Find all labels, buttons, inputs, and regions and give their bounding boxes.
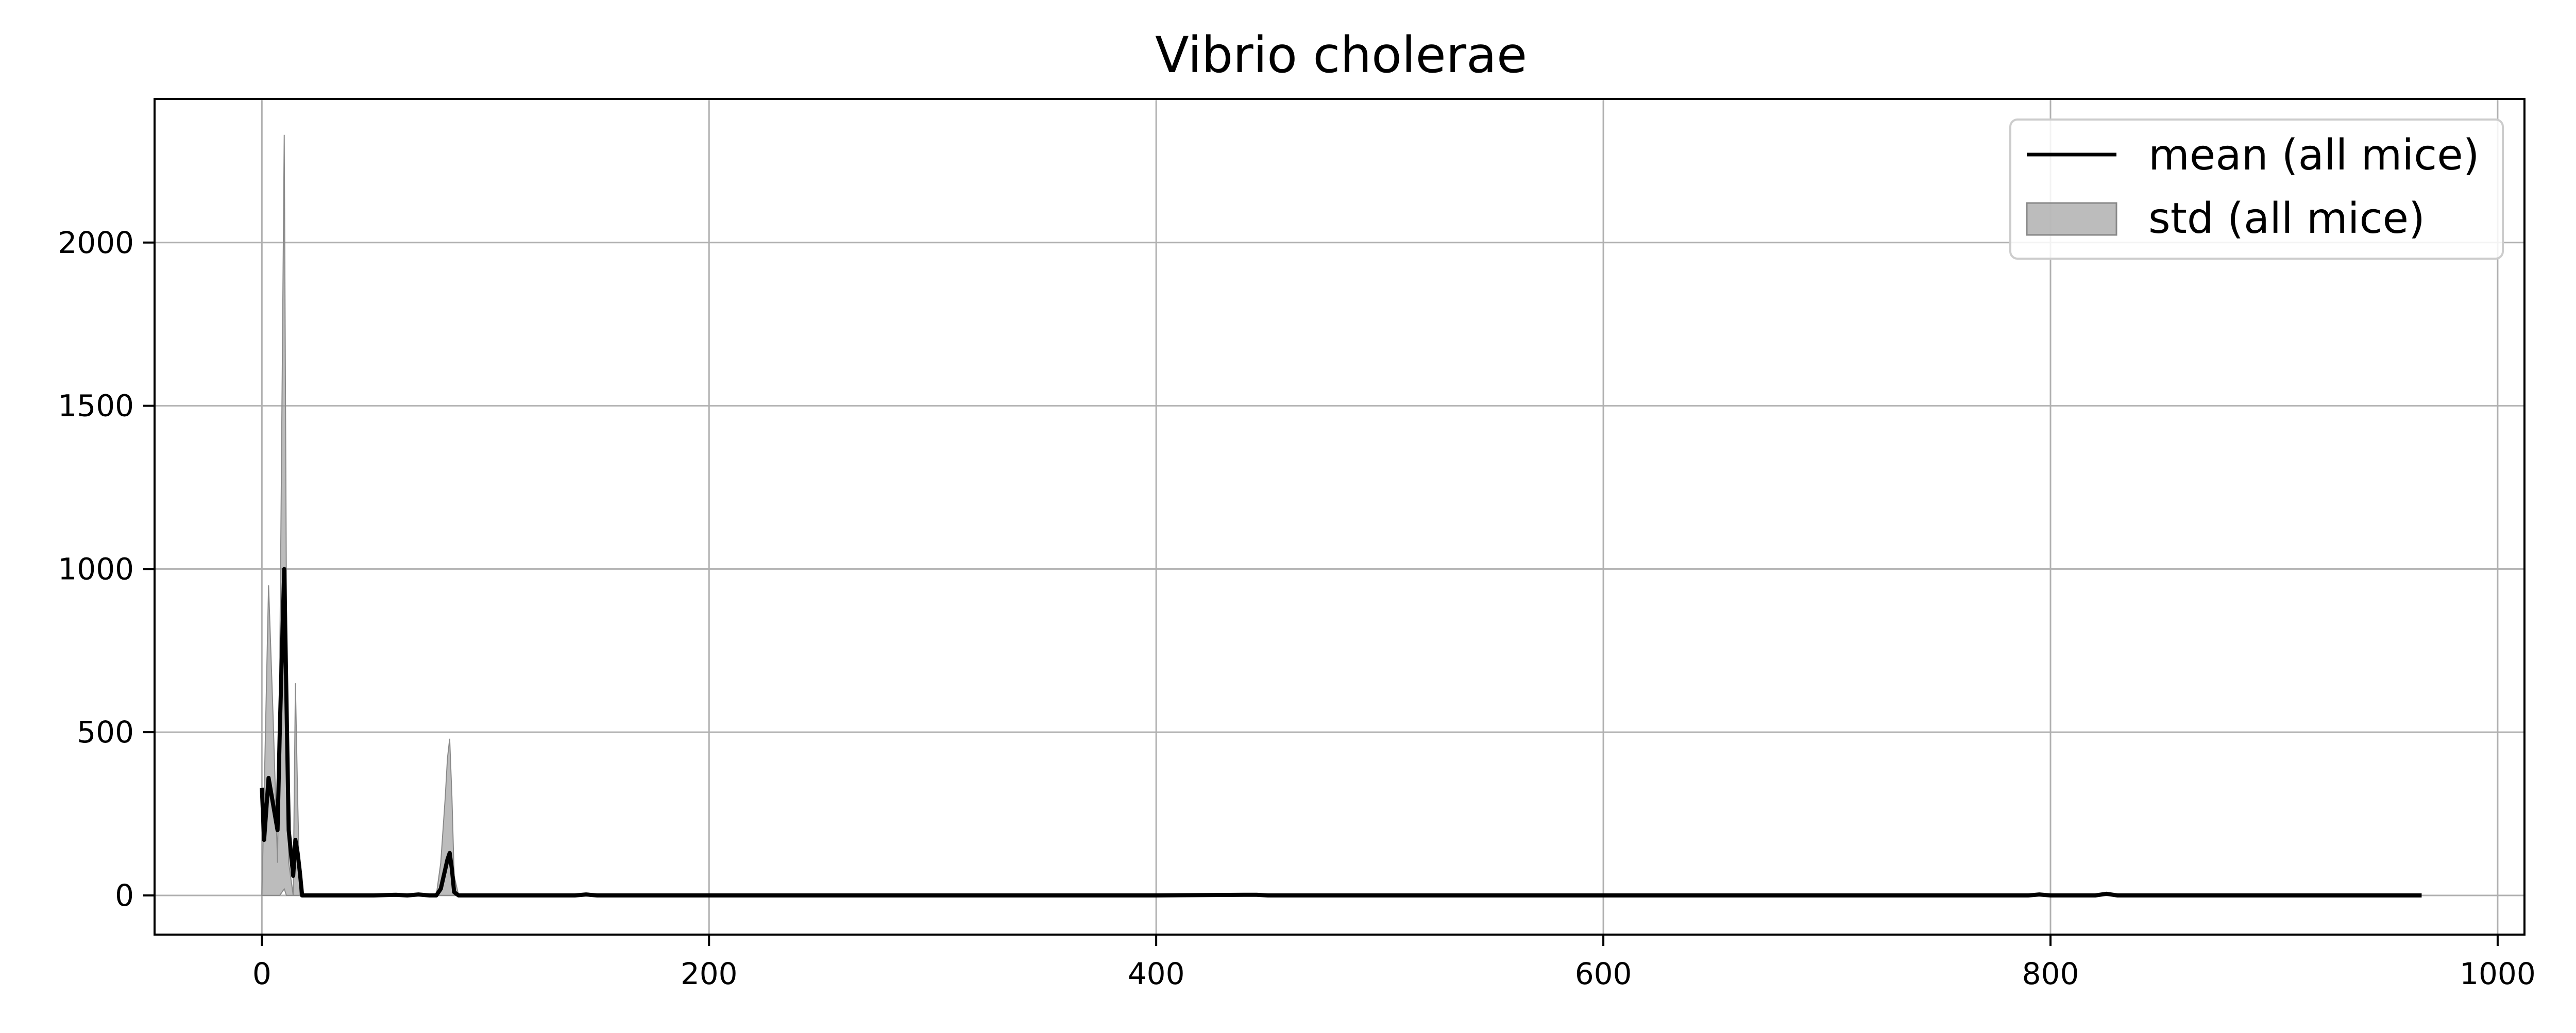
x-tick-label: 200 (681, 956, 738, 991)
y-tick-label: 2000 (58, 225, 134, 260)
legend-std-swatch (2026, 202, 2117, 236)
mean-line (260, 567, 2422, 897)
x-tick-label: 600 (1575, 956, 1632, 991)
legend-mean-label: mean (all mice) (2148, 131, 2480, 180)
mean-line-layer (260, 567, 2422, 897)
y-tick-label: 0 (115, 878, 134, 913)
x-tick-label: 0 (252, 956, 272, 991)
x-tick-label: 400 (1128, 956, 1185, 991)
chart-title: Vibrio cholerae (1155, 26, 1527, 84)
std-band-layer (261, 134, 2422, 896)
y-axis: 0 500 1000 1500 2000 (58, 225, 155, 913)
std-band (261, 134, 2422, 896)
x-axis: 0 200 400 600 800 1000 (252, 935, 2536, 991)
y-tick-label: 1000 (58, 551, 134, 586)
legend: mean (all mice) std (all mice) (2009, 118, 2504, 260)
legend-box (2009, 118, 2504, 260)
x-tick-label: 800 (2022, 956, 2079, 991)
y-tick-label: 1500 (58, 388, 134, 424)
y-tick-label: 500 (77, 715, 134, 750)
plot-frame (154, 98, 2526, 936)
legend-std-label: std (all mice) (2148, 194, 2425, 243)
x-tick-label: 1000 (2460, 956, 2536, 991)
